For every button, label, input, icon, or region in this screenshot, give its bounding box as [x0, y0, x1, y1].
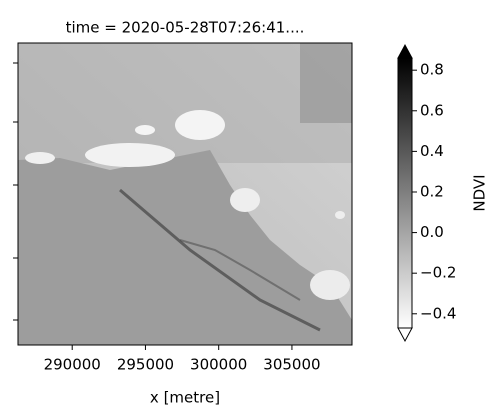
- plot-frame: [17, 42, 353, 346]
- colorbar-tick-label: 0.6: [420, 101, 444, 119]
- colorbar-label: NDVI: [471, 174, 489, 211]
- y-ticks: [13, 62, 18, 321]
- raster-image: [18, 43, 352, 345]
- colorbar-tick-label: 0.8: [420, 61, 444, 79]
- colorbar-extend-max: [397, 43, 413, 59]
- x-tick-label: 295000: [117, 356, 174, 374]
- colorbar: [398, 58, 412, 328]
- colorbar-tick-label: −0.4: [420, 304, 456, 322]
- colorbar-tick-label: −0.2: [420, 264, 456, 282]
- colorbar-tick-label: 0.2: [420, 182, 444, 200]
- chart-title: time = 2020-05-28T07:26:41....: [66, 19, 305, 37]
- x-tick-label: 300000: [190, 356, 247, 374]
- colorbar-tick-label: 0.4: [420, 142, 444, 160]
- colorbar-extend-min: [397, 327, 413, 343]
- x-tick-label: 305000: [263, 356, 320, 374]
- x-axis-label: x [metre]: [150, 389, 220, 407]
- colorbar-frame: [397, 57, 413, 329]
- x-tick-label: 290000: [44, 356, 101, 374]
- colorbar-tick-label: 0.0: [420, 223, 444, 241]
